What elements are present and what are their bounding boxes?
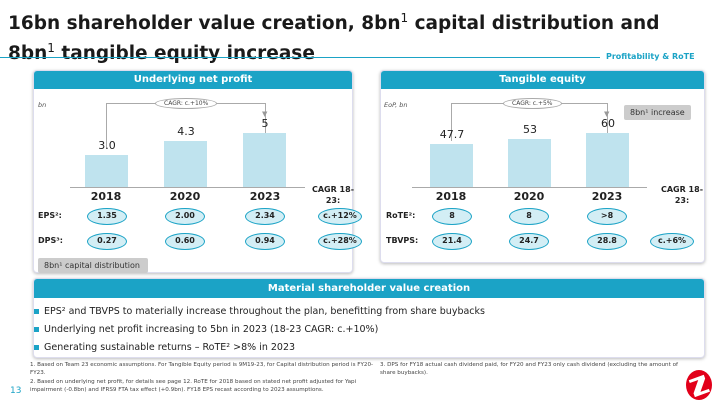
value-pill: 28.8 — [587, 233, 627, 250]
cagr-label: CAGR: c.+5% — [503, 98, 562, 109]
data-label: 5 — [261, 116, 269, 130]
value-pill: 24.7 — [509, 233, 549, 250]
value-pill: 0.94 — [245, 233, 285, 250]
footnote: 1. Based on Team 23 economic assumptions… — [30, 362, 374, 376]
panel-title: Tangible equity — [381, 71, 704, 89]
bullet-item: Generating sustainable returns – RoTE² >… — [33, 342, 296, 353]
divider — [0, 57, 600, 58]
row-label: RoTE²: — [386, 211, 416, 220]
data-label: 4.3 — [177, 124, 195, 138]
value-pill: 8 — [432, 208, 472, 225]
unit-label: bn — [38, 101, 47, 109]
value-pill: 21.4 — [432, 233, 472, 250]
x-tick-label: 2020 — [169, 190, 201, 203]
baseline — [70, 187, 305, 188]
row-label: TBVPS: — [386, 236, 419, 245]
bank-logo — [684, 368, 714, 402]
cagr-pill: c.+12% — [318, 208, 362, 225]
data-label: 47.7 — [439, 128, 465, 142]
arrow-down-icon: ▼ — [262, 110, 268, 118]
bar-2023 — [243, 132, 286, 187]
value-creation-panel: Material shareholder value creation — [33, 278, 705, 358]
equity-increase-callout: 8bn¹ increase — [624, 105, 691, 120]
panel-title: Underlying net profit — [34, 71, 352, 89]
footnote: 3. DPS for FY18 actual cash dividend pai… — [380, 362, 678, 376]
page-number: 13 — [10, 386, 22, 396]
data-label: 3.0 — [98, 138, 116, 152]
arrow-down-icon: ▼ — [604, 110, 610, 118]
row-label: DPS³: — [38, 236, 63, 245]
bullet-item: EPS² and TBVPS to materially increase th… — [34, 306, 485, 317]
bar-2018 — [85, 154, 128, 187]
value-pill: >8 — [587, 208, 627, 225]
cagr-header: CAGR 18-23: — [311, 185, 355, 205]
value-pill: 0.27 — [87, 233, 127, 250]
value-pill: 1.35 — [87, 208, 127, 225]
x-tick-label: 2023 — [591, 190, 623, 203]
value-pill: 2.34 — [245, 208, 285, 225]
value-pill: 0.60 — [165, 233, 205, 250]
cagr-pill: c.+28% — [318, 233, 362, 250]
panel-title: Material shareholder value creation — [34, 279, 704, 298]
page-title: 16bn shareholder value creation, 8bn1 ca… — [8, 11, 660, 65]
baseline — [412, 187, 647, 188]
data-label: 53 — [523, 123, 537, 137]
cagr-header: CAGR 18-23: — [660, 185, 704, 205]
cagr-label: CAGR: c.+10% — [155, 98, 218, 109]
row-label: EPS²: — [38, 211, 62, 220]
footnote: 2. Based on underlying net profit, for d… — [30, 379, 357, 393]
x-tick-label: 2018 — [435, 190, 467, 203]
x-tick-label: 2018 — [90, 190, 122, 203]
cagr-pill: c.+6% — [650, 233, 694, 250]
bar-2023 — [586, 133, 629, 187]
value-pill: 2.00 — [165, 208, 205, 225]
section-label: Profitability & RoTE — [606, 52, 695, 61]
bar-2020 — [508, 139, 551, 187]
bullet-item: Underlying net profit increasing to 5bn … — [33, 324, 379, 335]
bar-2020 — [164, 140, 207, 187]
unit-label: EoP, bn — [384, 101, 408, 109]
x-tick-label: 2020 — [513, 190, 545, 203]
bar-2018 — [430, 144, 473, 187]
x-tick-label: 2023 — [249, 190, 281, 203]
value-pill: 8 — [509, 208, 549, 225]
data-label: 60 — [601, 117, 615, 131]
capital-distribution-callout: 8bn¹ capital distribution — [38, 258, 148, 273]
